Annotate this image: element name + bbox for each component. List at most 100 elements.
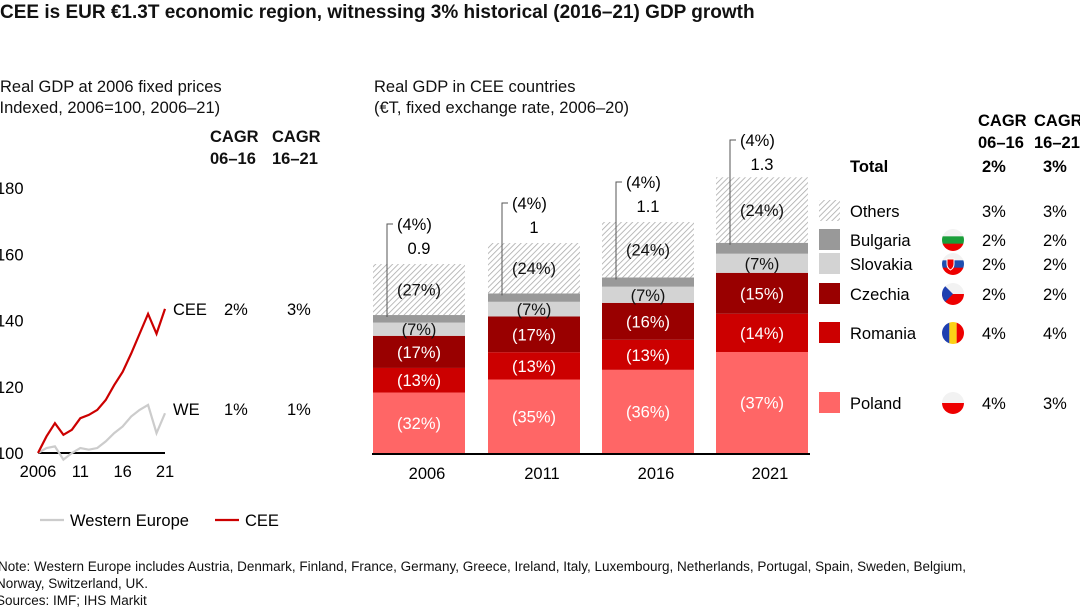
bar-chart-subtitle: (€T, fixed exchange rate, 2006–20) (374, 99, 630, 117)
bar-segment-czechia (488, 316, 580, 353)
series-label: CEE (173, 301, 207, 319)
series-line-we (37, 403, 167, 462)
y-tick-label: 120 (0, 379, 24, 397)
bar-segment-romania (373, 367, 465, 393)
bar-total-label: 1 (529, 219, 538, 237)
legend-cagr-header-2: CAGR (1034, 112, 1080, 130)
bulgaria-callout-line (729, 139, 736, 245)
line-cagr-header-1: CAGR 06–16 (210, 128, 259, 168)
bar-share-label: (13%) (397, 372, 441, 390)
bar-segment-czechia (716, 272, 808, 314)
bar-segment-slovakia (373, 322, 465, 336)
slovakia-flag-icon (942, 253, 964, 275)
bar-segment-bulgaria (716, 242, 808, 254)
line-cagr-header-2: CAGR 16–21 (272, 128, 321, 168)
bar-segment-poland (488, 379, 580, 453)
legend-cagr-06-16: 2% (982, 256, 1006, 274)
bar-share-label: (7%) (745, 255, 780, 273)
bar-total-label: 1.3 (751, 156, 774, 174)
bar-segment-bulgaria (602, 277, 694, 287)
bar-share-label: (36%) (626, 403, 670, 421)
bar-share-label: (7%) (402, 321, 437, 339)
bar-share-label: (15%) (740, 285, 784, 303)
bar-share-label: (24%) (626, 242, 670, 260)
legend-cagr-header-1-period: 06–16 (978, 134, 1024, 152)
bulgaria-share-label: (4%) (397, 216, 432, 234)
cagr-06-16: 1% (224, 401, 248, 419)
x-tick-label: 2011 (524, 465, 559, 483)
bar-share-label: (24%) (740, 202, 784, 220)
bar-chart-title: Real GDP in CEE countries (374, 78, 576, 96)
legend-cagr-06-16: 2% (982, 232, 1006, 250)
bar-share-label: (27%) (397, 282, 441, 300)
x-tick-label: 16 (113, 463, 131, 481)
bulgaria-callout-line (615, 181, 622, 280)
legend-swatch-czechia (819, 283, 840, 304)
bar-segment-czechia (373, 335, 465, 368)
bar-segment-romania (602, 339, 694, 370)
poland-flag-icon (942, 392, 964, 414)
cagr-16-21: 3% (287, 301, 311, 319)
legend-swatch-poland (819, 392, 840, 413)
line-chart-subtitle: (Indexed, 2006=100, 2006–21) (0, 99, 221, 117)
bar-share-label: (13%) (626, 347, 670, 365)
y-tick-label: 140 (0, 313, 24, 331)
legend-label-cee: CEE (245, 512, 279, 530)
bar-segment-others (602, 222, 694, 278)
bar-segment-others (716, 177, 808, 243)
bar-share-label: (7%) (517, 301, 552, 319)
legend-label-czechia: Czechia (850, 286, 910, 304)
legend-label-romania: Romania (850, 325, 917, 343)
legend-cagr-16-21: 3% (1043, 395, 1067, 413)
x-tick-label: 11 (72, 463, 89, 481)
bar-segment-slovakia (488, 301, 580, 317)
x-tick-label: 2006 (409, 465, 446, 483)
sources: Sources: IMF; IHS Markit (0, 593, 147, 608)
bar-segment-bulgaria (373, 315, 465, 323)
legend-cagr-16-21: 2% (1043, 286, 1067, 304)
romania-flag-icon (942, 322, 964, 344)
x-tick-label: 2021 (752, 465, 789, 483)
bar-share-label: (14%) (740, 325, 784, 343)
legend-cagr-06-16: 4% (982, 325, 1006, 343)
x-tick-label: 21 (156, 463, 174, 481)
bar-share-label: (13%) (512, 358, 556, 376)
legend-label-bulgaria: Bulgaria (850, 232, 911, 250)
bar-share-label: (24%) (512, 260, 556, 278)
bar-share-label: (17%) (512, 326, 556, 344)
bar-share-label: (17%) (397, 344, 441, 362)
legend-cagr-06-16: 3% (982, 203, 1006, 221)
bar-segment-poland (716, 351, 808, 453)
legend-swatch-others (819, 200, 840, 221)
legend-swatch-slovakia (819, 253, 840, 274)
chart-title: CEE is EUR €1.3T economic region, witnes… (0, 2, 755, 23)
legend-label-poland: Poland (850, 395, 901, 413)
czechia-flag-icon (942, 283, 964, 305)
y-tick-label: 180 (0, 180, 24, 198)
bulgaria-callout-line (501, 202, 508, 296)
bar-segment-poland (602, 369, 694, 453)
bar-share-label: (7%) (631, 287, 666, 305)
line-chart-title: Real GDP at 2006 fixed prices (0, 78, 222, 96)
legend-cagr-16-21: 4% (1043, 325, 1067, 343)
total-cagr-16-21: 3% (1043, 158, 1067, 176)
bulgaria-callout-line (386, 223, 393, 318)
note-continued: Norway, Switzerland, UK. (0, 576, 149, 591)
bar-total-label: 0.9 (408, 240, 431, 258)
bar-segment-others (373, 264, 465, 316)
bar-segment-slovakia (716, 253, 808, 273)
legend-swatch-bulgaria (819, 229, 840, 250)
bar-share-label: (35%) (512, 408, 556, 426)
legend-cagr-16-21: 2% (1043, 232, 1067, 250)
legend-label-others: Others (850, 203, 900, 221)
cagr-16-21: 1% (287, 401, 311, 419)
legend-cagr-16-21: 3% (1043, 203, 1067, 221)
cagr-06-16: 2% (224, 301, 248, 319)
bar-segment-others (488, 243, 580, 294)
x-tick-label: 2006 (20, 463, 57, 481)
total-cagr-06-16: 2% (982, 158, 1006, 176)
legend-label-we: Western Europe (70, 512, 189, 530)
legend-cagr-16-21: 2% (1043, 256, 1067, 274)
bar-segment-slovakia (602, 286, 694, 303)
total-label: Total (850, 158, 888, 176)
